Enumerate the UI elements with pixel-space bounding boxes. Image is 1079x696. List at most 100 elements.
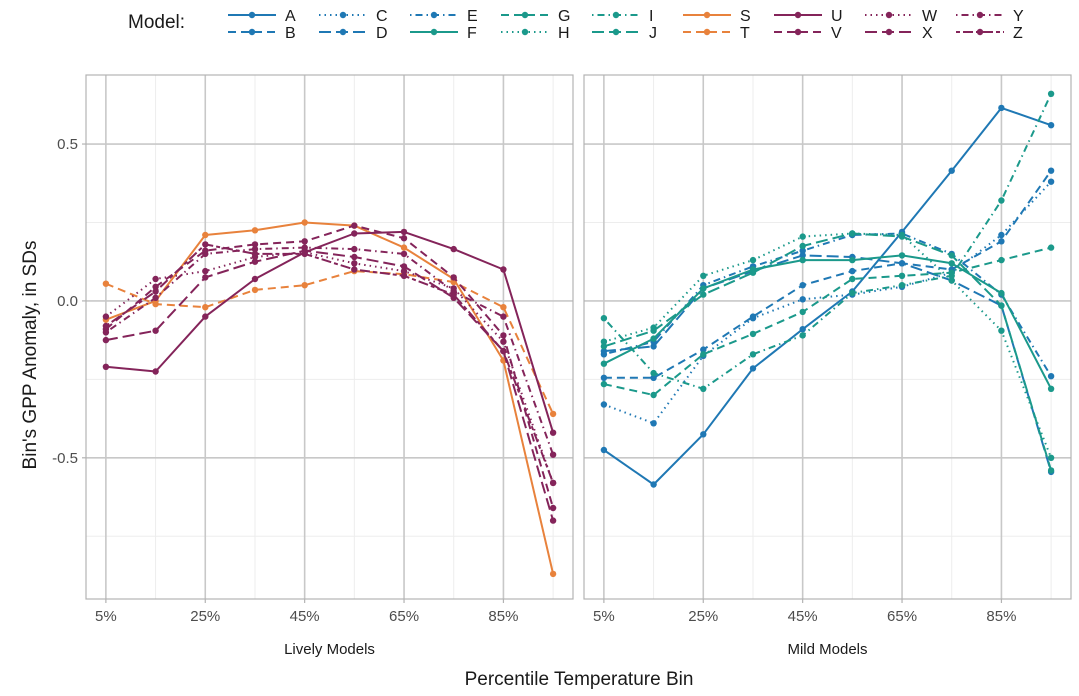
data-point-y <box>152 294 159 301</box>
data-point-a <box>600 446 608 454</box>
legend-item-f: F <box>410 25 477 42</box>
data-point-v <box>500 332 507 339</box>
data-point-u <box>202 313 209 320</box>
data-point-t <box>549 410 557 418</box>
data-point-s <box>251 227 259 234</box>
data-point-j <box>849 230 856 237</box>
legend-item-c: C <box>319 8 388 25</box>
series-line-c <box>603 181 1052 425</box>
series-line-v <box>105 224 555 509</box>
legend-label: I <box>649 8 653 25</box>
data-point-x <box>102 336 110 344</box>
legend-label: U <box>831 8 843 25</box>
series-line-h <box>603 232 1053 459</box>
legend-item-h: H <box>501 25 570 42</box>
data-point-u <box>251 275 259 283</box>
legend-item-b: B <box>228 25 296 42</box>
legend-item-a: A <box>228 8 296 25</box>
data-point-w <box>351 260 358 267</box>
x-axis-title: Percentile Temperature Bin <box>465 669 694 690</box>
data-point-y <box>251 245 259 253</box>
legend-item-s: S <box>683 8 751 25</box>
data-point-f <box>1047 385 1055 392</box>
data-point-g <box>600 380 608 388</box>
data-point-f <box>998 289 1005 297</box>
x-tick-label: 85% <box>488 608 518 625</box>
legend-item-y: Y <box>956 8 1024 25</box>
legend-item-u: U <box>774 8 843 25</box>
x-tick-label: 45% <box>290 608 320 625</box>
y-tick-label: -0.5 <box>52 450 78 467</box>
data-point-g <box>749 330 757 338</box>
legend-key-point <box>612 28 620 36</box>
data-point-x <box>202 274 209 281</box>
data-point-g <box>1047 244 1055 251</box>
data-point-t <box>102 280 110 287</box>
data-point-i <box>948 272 955 279</box>
data-point-j <box>600 343 608 350</box>
legend-key-point <box>703 11 711 19</box>
data-point-e <box>600 351 608 358</box>
legend-key-point <box>612 11 620 19</box>
legend-key-point <box>885 11 893 19</box>
legend-key-point <box>430 11 438 19</box>
data-point-z <box>102 322 110 330</box>
x-tick-label: 65% <box>389 608 419 625</box>
data-point-j <box>700 291 707 298</box>
data-point-i <box>650 369 657 377</box>
data-point-g <box>650 391 657 399</box>
data-point-z <box>251 250 259 258</box>
series-line-w <box>105 251 555 484</box>
data-point-u <box>102 363 110 370</box>
series-line-s <box>105 221 555 575</box>
data-point-w <box>102 313 110 320</box>
data-point-t <box>301 282 308 289</box>
data-point-a <box>948 167 955 174</box>
data-point-e <box>799 247 806 254</box>
data-point-b <box>799 282 806 289</box>
series-line-x <box>105 249 555 521</box>
data-point-i <box>898 282 906 289</box>
data-point-v <box>400 235 408 242</box>
series-line-j <box>603 232 1053 471</box>
legend-label: T <box>740 25 750 42</box>
legend-label: J <box>649 25 657 42</box>
data-point-i <box>849 289 856 297</box>
data-point-s <box>301 219 308 226</box>
data-point-j <box>998 302 1005 309</box>
panel-border <box>583 74 1072 600</box>
data-point-z <box>450 291 457 298</box>
data-point-j <box>898 233 906 240</box>
data-point-j <box>650 327 657 334</box>
series-line-e <box>603 232 1052 377</box>
data-point-a <box>799 326 806 333</box>
legend-label: B <box>285 25 296 42</box>
data-point-d <box>898 260 906 267</box>
series-line-g <box>603 246 1052 396</box>
data-point-x <box>400 263 408 270</box>
data-point-w <box>202 267 209 275</box>
data-point-z <box>202 241 209 248</box>
data-point-w <box>500 338 507 345</box>
data-point-t <box>500 304 507 311</box>
data-point-h <box>948 277 955 284</box>
data-point-a <box>1047 122 1055 129</box>
panel-label: Mild Models <box>787 641 867 658</box>
data-point-z <box>549 479 557 487</box>
data-point-f <box>700 285 707 292</box>
data-point-x <box>152 327 159 334</box>
x-tick-label: 25% <box>190 608 220 625</box>
series-line-y <box>105 246 555 456</box>
x-tick-label: 45% <box>788 608 818 625</box>
data-point-j <box>1047 467 1055 474</box>
data-point-z <box>400 272 408 279</box>
legend-item-w: W <box>865 8 938 25</box>
data-point-u <box>152 368 159 375</box>
data-point-a <box>700 431 707 438</box>
legend-key-point <box>976 11 984 19</box>
data-point-u <box>500 266 507 273</box>
data-point-w <box>400 267 408 275</box>
legend-label: G <box>558 8 570 25</box>
data-point-g <box>898 272 906 279</box>
legend-key-point <box>521 11 529 19</box>
